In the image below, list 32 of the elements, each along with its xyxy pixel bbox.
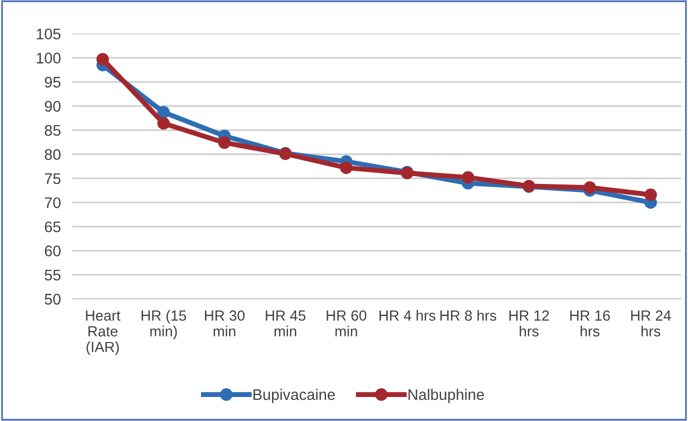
x-tick-label: HR 16 hrs	[570, 310, 610, 336]
point	[644, 188, 657, 201]
x-tick-label: HR 4 hrs	[380, 310, 436, 321]
point	[157, 106, 170, 119]
point	[218, 136, 231, 149]
y-tick-label: 75	[44, 173, 60, 184]
point	[340, 161, 352, 174]
y-tick-label: 50	[44, 294, 61, 305]
x-tick-label: HR 45 min	[266, 310, 306, 336]
y-tick-label: 90	[44, 100, 61, 112]
y-tick-label: 95	[44, 76, 60, 88]
y-tick-label: 70	[44, 197, 61, 208]
x-tick-label: HR 24 hrs	[631, 310, 671, 336]
point	[584, 181, 596, 194]
y-tick-label: 105	[36, 28, 60, 40]
x-tick-label: HR 12 hrs	[509, 310, 549, 336]
y-tick-label: 80	[44, 149, 61, 160]
point	[96, 52, 109, 66]
point	[157, 117, 170, 130]
legend-label: Nalbuphine	[408, 388, 484, 404]
x-tick-label: HR (15 min)	[142, 310, 186, 340]
y-tick-label: 85	[44, 124, 60, 136]
y-tick-label: 65	[44, 221, 60, 232]
x-tick-label: HR 60 min	[326, 310, 366, 336]
y-tick-label: 100	[36, 52, 61, 64]
y-tick-label: 60	[44, 246, 61, 256]
x-tick-label: HR 8 hrs	[440, 310, 496, 321]
legend-label: Bupivacaine	[254, 388, 335, 404]
x-tick-label: HR 30 min	[204, 310, 245, 336]
y-tick-label: 55	[44, 270, 60, 280]
point	[462, 171, 474, 184]
x-tick-label: Heart Rate (IAR)	[86, 310, 120, 356]
